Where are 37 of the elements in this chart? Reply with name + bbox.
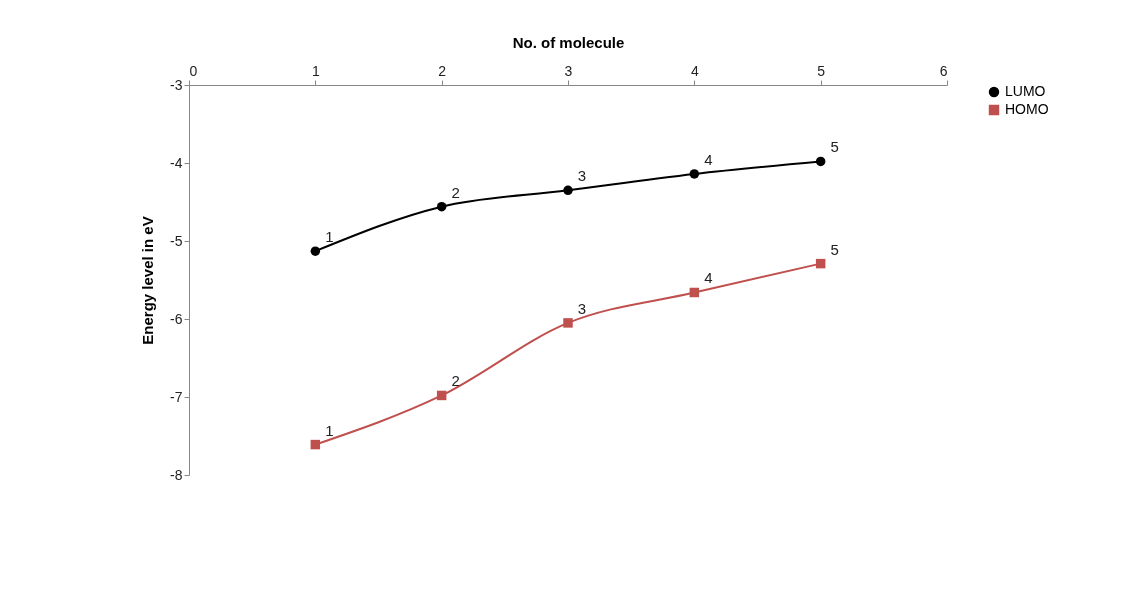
x-tick-label: 6: [939, 62, 948, 79]
x-tick-label: 4: [690, 62, 699, 79]
point: [689, 287, 700, 298]
x-tick-label: 3: [564, 62, 573, 79]
x-tick-label: 0: [189, 62, 198, 79]
annotation: 1: [325, 421, 334, 439]
point: [815, 156, 826, 167]
point: [815, 258, 826, 269]
annotation: 1: [325, 228, 334, 246]
y-tick-label: -8: [170, 466, 183, 483]
y-axis-title: Energy level in eV: [139, 216, 157, 345]
x-axis-title: No. of molecule: [512, 33, 625, 51]
x-tick-label: 2: [438, 62, 447, 79]
annotation: 2: [451, 183, 460, 201]
point: [563, 318, 573, 328]
point: [310, 246, 321, 256]
annotation: 4: [704, 150, 713, 168]
point: [563, 185, 573, 196]
annotation: 5: [830, 138, 839, 156]
y-tick-label: -3: [170, 76, 183, 93]
point: [310, 439, 321, 450]
annotation: 2: [451, 372, 460, 390]
legend-label: LUMO: [1005, 83, 1046, 99]
annotation: 4: [704, 269, 713, 287]
x-tick-label: 5: [817, 62, 826, 79]
annotation: 3: [577, 167, 587, 185]
annotation: 3: [577, 299, 587, 317]
y-tick-label: -5: [170, 232, 183, 249]
x-tick-label: 1: [311, 62, 320, 79]
point: [436, 201, 447, 212]
annotation: 5: [830, 240, 839, 258]
y-tick-label: -6: [170, 310, 183, 327]
point: [436, 390, 447, 401]
point: [689, 169, 700, 179]
y-tick-label: -7: [170, 388, 183, 405]
y-tick-label: -4: [170, 154, 183, 171]
legend-label: HOMO: [1005, 101, 1049, 117]
